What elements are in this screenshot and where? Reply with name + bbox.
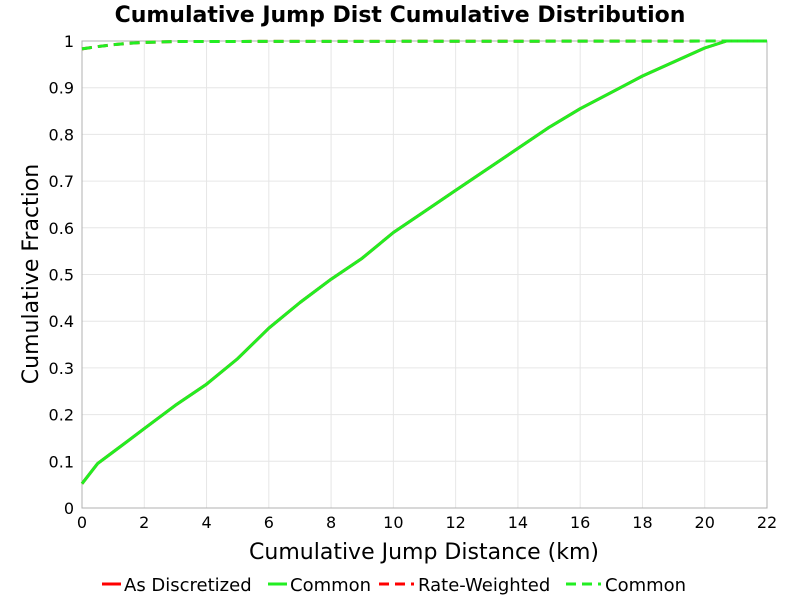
- legend-label-0: As Discretized: [124, 575, 252, 596]
- y-tick-label: 0.8: [49, 125, 74, 144]
- x-tick-label: 6: [264, 513, 274, 532]
- y-tick-label: 1: [64, 32, 74, 51]
- y-tick-label: 0.6: [49, 219, 74, 238]
- x-tick-label: 2: [139, 513, 149, 532]
- x-tick-label: 10: [383, 513, 403, 532]
- series-line-3: [81, 39, 768, 51]
- x-tick-label: 22: [757, 513, 777, 532]
- y-tick-label: 0.5: [49, 266, 74, 285]
- legend-label-3: Common: [605, 575, 686, 596]
- y-tick-label: 0.4: [49, 312, 74, 331]
- x-tick-label: 0: [77, 513, 87, 532]
- series-lines: [80, 39, 768, 485]
- legend-label-1: Common: [290, 575, 371, 596]
- y-tick-label: 0.1: [49, 452, 74, 471]
- x-tick-label: 4: [201, 513, 211, 532]
- legend-label-2: Rate-Weighted: [418, 575, 550, 596]
- x-tick-label: 18: [632, 513, 652, 532]
- x-tick-label: 12: [445, 513, 465, 532]
- y-tick-label: 0.7: [49, 172, 74, 191]
- y-axis-label: Cumulative Fraction: [19, 164, 44, 384]
- x-tick-label: 14: [508, 513, 528, 532]
- x-tick-label: 16: [570, 513, 590, 532]
- series-line-1: [80, 39, 767, 485]
- y-tick-label: 0.9: [49, 79, 74, 98]
- series-line-0: [80, 39, 767, 485]
- grid: [81, 40, 768, 509]
- y-tick-label: 0.2: [49, 406, 74, 425]
- y-tick-label: 0: [64, 499, 74, 518]
- chart-title: Cumulative Jump Dist Cumulative Distribu…: [115, 3, 686, 28]
- axis-ticks: 0 2 4 6 8 10 12 14 16 18 20 22 0 0.1 0.2 0.3 0.4 0.5 0.6 0.…: [49, 32, 778, 532]
- x-tick-label: 8: [326, 513, 336, 532]
- legend: As Discretized Common Rate-Weighted Common: [102, 575, 686, 596]
- y-tick-label: 0.3: [49, 359, 74, 378]
- x-axis-label: Cumulative Jump Distance (km): [249, 540, 599, 565]
- x-tick-label: 20: [695, 513, 715, 532]
